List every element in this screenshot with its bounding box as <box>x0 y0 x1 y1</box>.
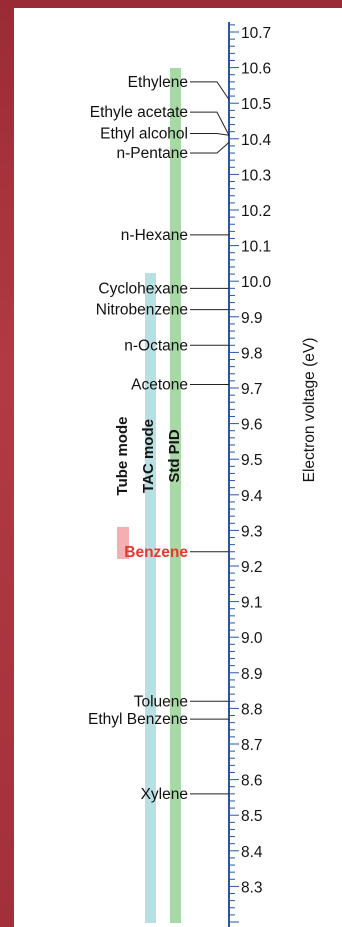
ionization-energy-scale-diagram: Tube mode TAC mode Std PID 10.7 10.6 10.5 10.4… <box>88 22 318 927</box>
compound-leader-ethyle-acetate <box>190 111 230 136</box>
compound-leader-ethyl-alcohol <box>190 132 230 136</box>
scale-tick-label: 10.7 <box>241 25 271 42</box>
scale-tick-label: 8.4 <box>241 844 263 861</box>
compound-leader-n-pentane <box>190 141 230 154</box>
scale-tick-label: 9.6 <box>241 417 263 434</box>
scale-tick-label: 10.2 <box>241 203 271 220</box>
scale-tick-label: 8.8 <box>241 701 263 718</box>
scale-tick-label: 8.9 <box>241 666 263 683</box>
compound-label-n-pentane: n-Pentane <box>116 145 188 162</box>
scale-tick-label: 8.5 <box>241 808 263 825</box>
scale-tick-label: 10.3 <box>241 167 271 184</box>
compound-label-ethyle-acetate: Ethyle acetate <box>90 104 188 121</box>
lamp-bar-tube-mode <box>117 527 129 559</box>
scale-tick-label: 9.2 <box>241 559 263 576</box>
lamp-label-tac-mode: TAC mode <box>140 419 157 493</box>
scale-tick-label: 10.1 <box>241 239 271 256</box>
compound-label-nitrobenzene: Nitrobenzene <box>96 302 188 319</box>
scale-tick-label: 8.7 <box>241 737 263 754</box>
compound-label-ethyl-benzene: Ethyl Benzene <box>88 711 188 728</box>
scale-tick-label: 9.7 <box>241 381 263 398</box>
scale-tick-label: 9.5 <box>241 452 263 469</box>
scale-tick-label: 8.6 <box>241 773 263 790</box>
compound-label-acetone: Acetone <box>131 376 188 393</box>
compound-label-n-hexane: n-Hexane <box>121 227 188 244</box>
scale-tick-label: 9.9 <box>241 310 263 327</box>
diagram-panel: Tube mode TAC mode Std PID 10.7 10.6 10.5 10.4… <box>14 8 342 927</box>
lamp-bar-tac-mode <box>145 273 156 923</box>
compound-label-cyclohexane: Cyclohexane <box>98 280 188 297</box>
scale-tick-label: 10.4 <box>241 132 272 149</box>
compound-leader-ethylene <box>190 81 230 100</box>
scale-tick-label: 9.4 <box>241 488 263 505</box>
scale-tick-label: 10.5 <box>241 96 271 113</box>
scale-tick-label: 9.0 <box>241 630 263 647</box>
compound-label-xylene: Xylene <box>141 786 188 803</box>
scale-tick-label: 10.6 <box>241 61 271 78</box>
compound-label-ethylene: Ethylene <box>128 74 188 91</box>
scale-tick-label: 9.3 <box>241 523 263 540</box>
compound-label-benzene: Benzene <box>124 544 188 561</box>
compound-label-n-octane: n-Octane <box>124 337 188 354</box>
scale-axis-title: Electron voltage (eV) <box>301 338 318 483</box>
compound-label-ethyl-alcohol: Ethyl alcohol <box>100 125 188 142</box>
lamp-label-tube-mode: Tube mode <box>114 417 131 496</box>
scale-tick-label: 9.8 <box>241 345 263 362</box>
scale-tick-label: 8.3 <box>241 879 263 896</box>
scale-tick-label: 10.0 <box>241 274 272 291</box>
lamp-bar-std-pid <box>170 68 181 923</box>
lamp-label-std-pid: Std PID <box>166 429 183 483</box>
compound-label-toluene: Toluene <box>134 693 188 710</box>
scale-tick-label: 9.1 <box>241 595 263 612</box>
